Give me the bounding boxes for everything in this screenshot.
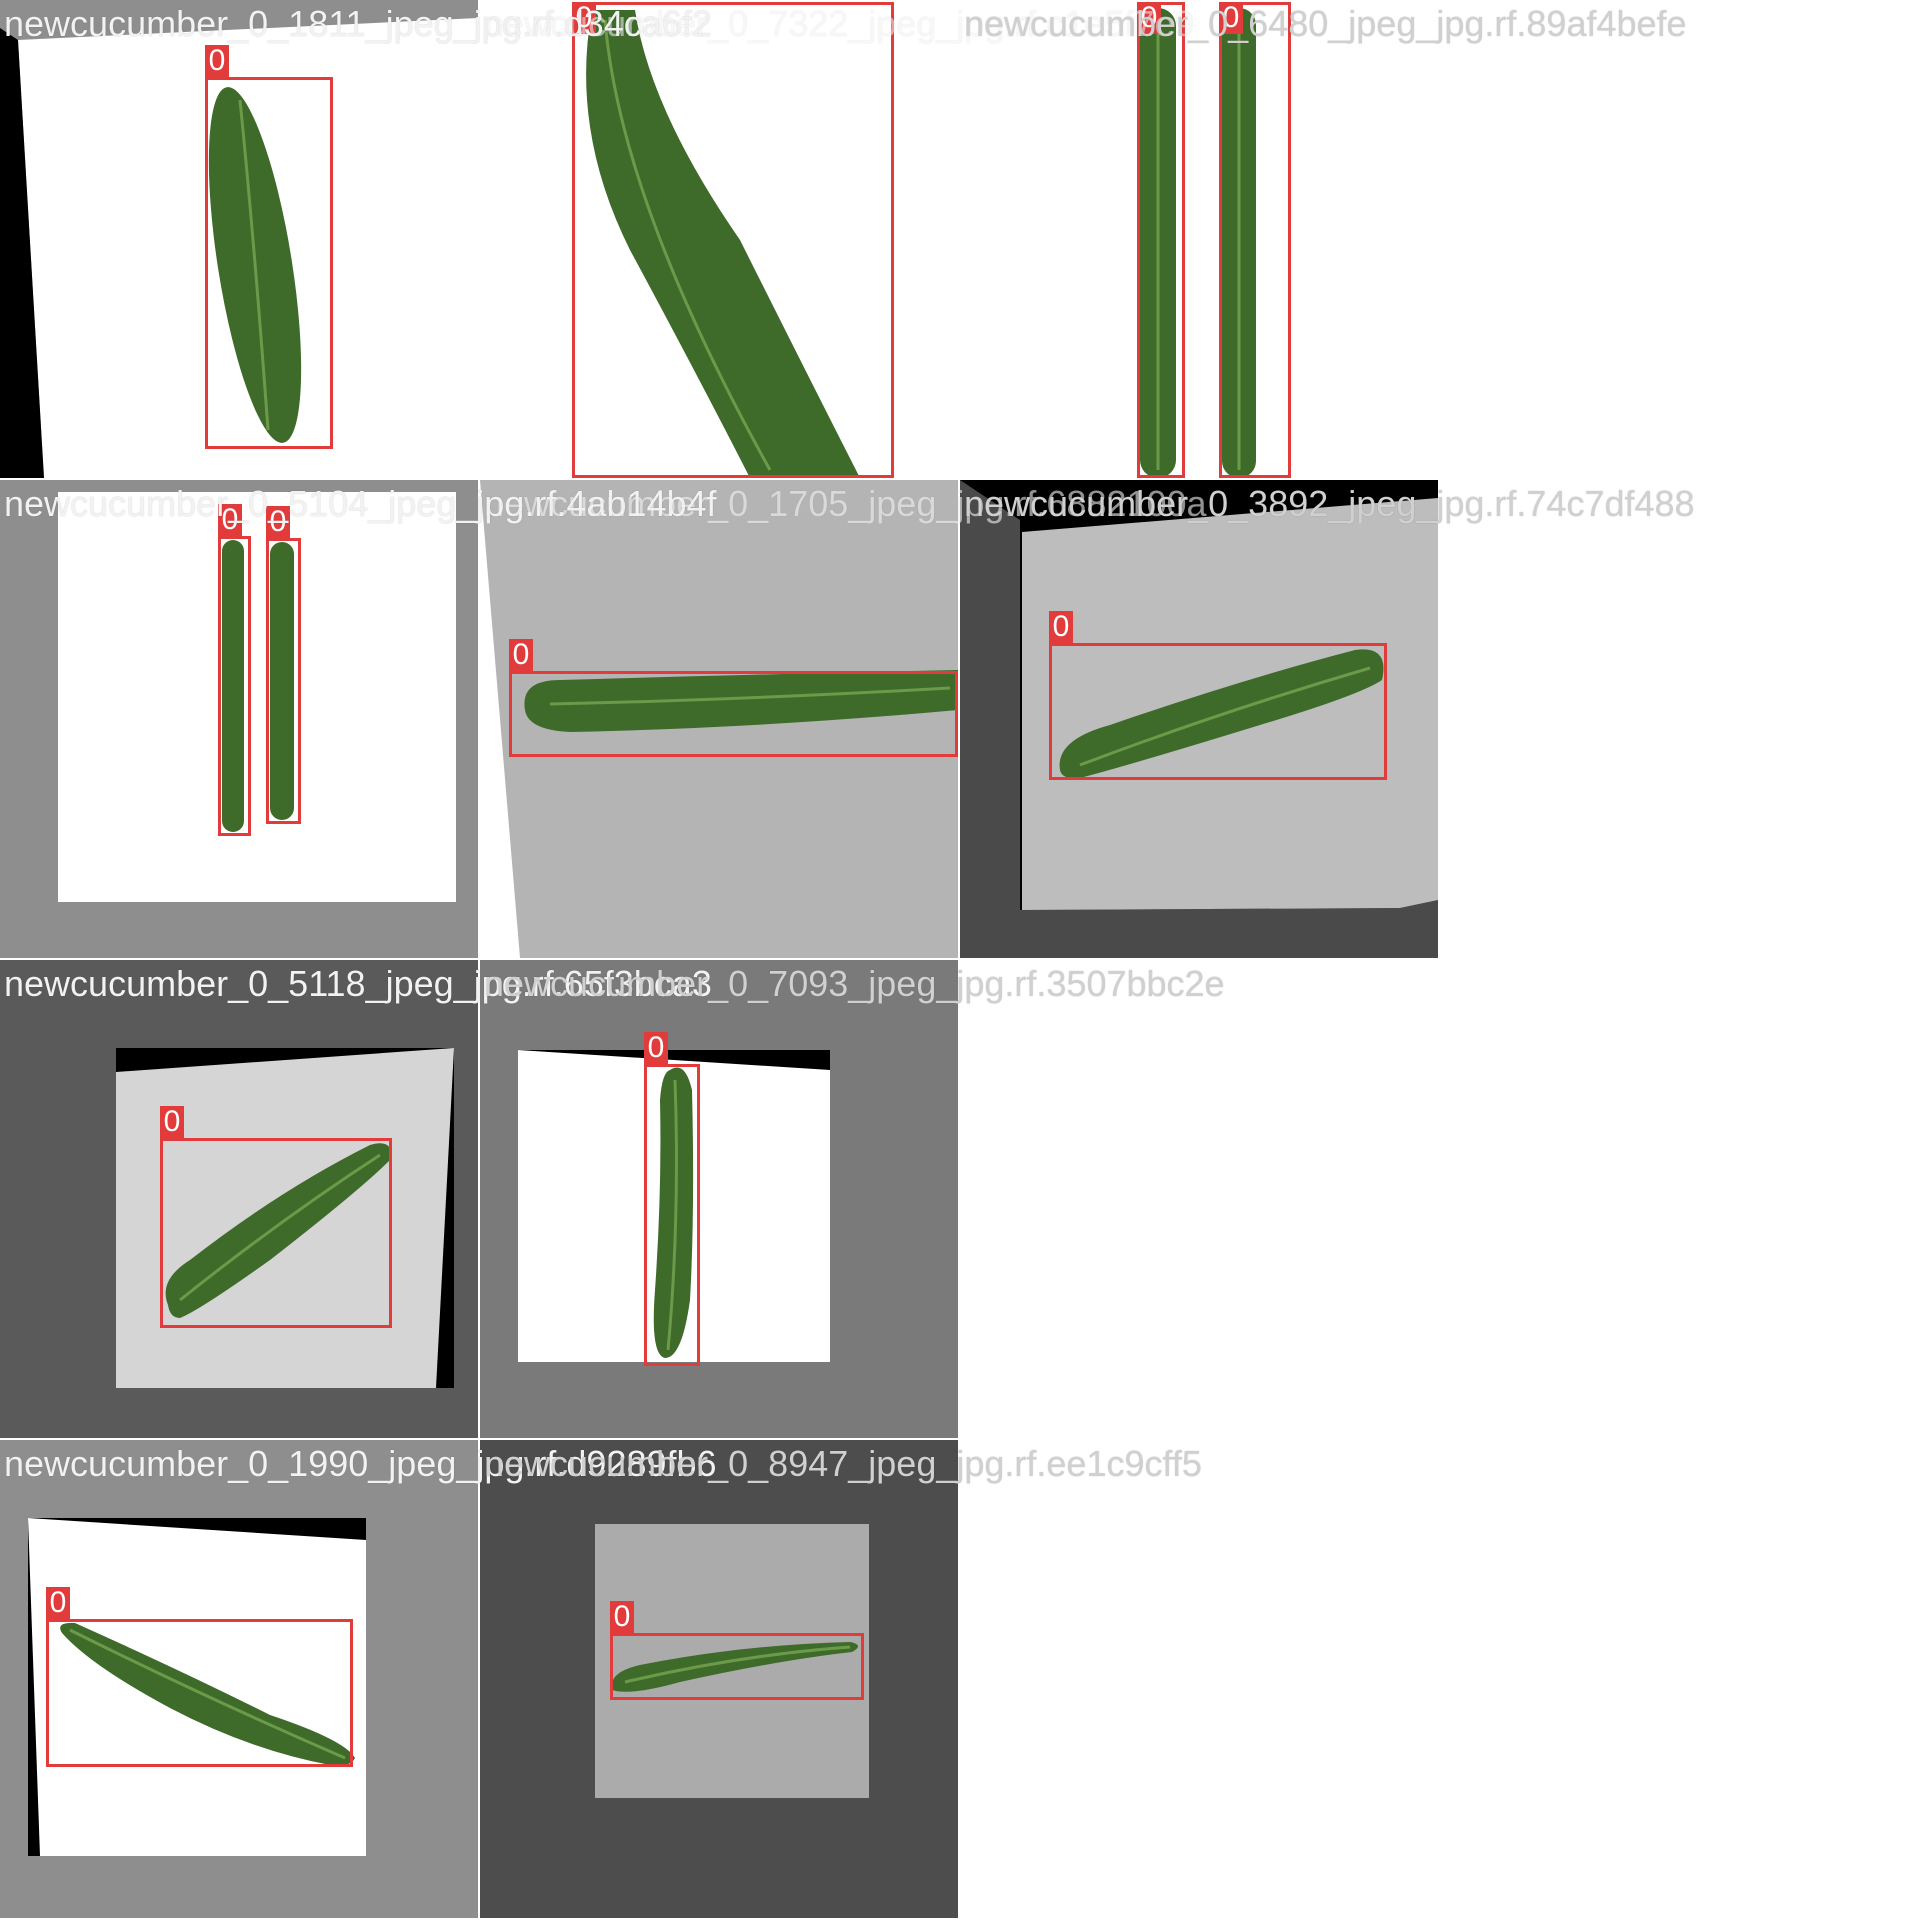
bbox-cucumber	[1049, 643, 1387, 780]
tile-2-caption: newcucumber_0_7322_jpeg_jpg.rf.c1e5f7e9	[484, 3, 1195, 44]
mosaic-tile-5: 0	[480, 480, 958, 958]
bbox-cucumber-1	[1137, 2, 1185, 478]
bbox-cucumber-1	[218, 536, 251, 836]
tile-1-caption: newcucumber_0_1811_jpeg_jpg.rf.d34ca6f2	[4, 3, 712, 44]
mosaic-tile-4: 0 0	[0, 480, 478, 958]
tile-3-caption: newcucumber_0_6480_jpeg_jpg.rf.89af4befe	[964, 3, 1687, 44]
tile-8-image	[518, 1050, 830, 1362]
bbox-class-label: 0	[572, 2, 596, 34]
tile-4-caption: newcucumber_0_5104_jpeg_jpg.rf.4ab14b4f	[4, 483, 717, 524]
bbox-class-label-2: 0	[266, 506, 290, 538]
tile-10-image	[595, 1524, 869, 1798]
bbox-class-label: 0	[610, 1601, 634, 1633]
bbox-class-label: 0	[1049, 611, 1073, 643]
mosaic-tile-2: 0	[480, 0, 958, 478]
bbox-class-label-1: 0	[1137, 2, 1161, 34]
bbox-cucumber	[160, 1138, 392, 1328]
tile-2-image	[586, 10, 860, 478]
tile-9-image	[28, 1518, 366, 1856]
tile-3-image	[1140, 8, 1256, 478]
bbox-cucumber-2	[266, 538, 301, 824]
bbox-class-label-2: 0	[1219, 2, 1243, 34]
bbox-class-label: 0	[46, 1587, 70, 1619]
bbox-class-label: 0	[205, 45, 229, 77]
tile-6-caption: newcucumber_0_3892_jpeg_jpg.rf.74c7df488	[964, 483, 1695, 524]
bbox-cucumber	[46, 1619, 353, 1767]
tile-6-image	[960, 480, 1438, 910]
bbox-cucumber	[572, 2, 894, 478]
tile-8-caption: newcucumber_0_7093_jpeg_jpg.rf.3507bbc2e	[484, 963, 1225, 1004]
bbox-class-label: 0	[509, 639, 533, 671]
mosaic-tile-7: 0	[0, 960, 478, 1438]
bbox-cucumber	[610, 1633, 864, 1700]
tile-9-caption: newcucumber_0_1990_jpeg_jpg.rf.d9289fb6	[4, 1443, 717, 1484]
tile-1-image	[0, 18, 478, 478]
tile-5-caption: newcucumber_0_1705_jpeg_jpg.rf.6882100a	[484, 483, 1207, 524]
tile-4-image	[58, 492, 456, 902]
bbox-class-label-1: 0	[218, 504, 242, 536]
bbox-cucumber-2	[1219, 2, 1291, 478]
mosaic-tile-1: 0	[0, 0, 478, 478]
bbox-class-label: 0	[644, 1032, 668, 1064]
bbox-cucumber	[644, 1064, 700, 1366]
tile-5-image	[480, 480, 958, 958]
tile-7-caption: newcucumber_0_5118_jpeg_jpg.rf.65f3bca3	[4, 963, 712, 1004]
tile-7-image	[116, 1048, 454, 1388]
bbox-class-label: 0	[160, 1106, 184, 1138]
mosaic-tile-10: 0	[480, 1440, 958, 1918]
tile-10-caption: newcucumber_0_8947_jpeg_jpg.rf.ee1c9cff5	[484, 1443, 1202, 1484]
bbox-cucumber	[509, 671, 958, 757]
bbox-cucumber	[205, 77, 333, 449]
mosaic-tile-9: 0	[0, 1440, 478, 1918]
mosaic-tile-3: 0 0	[960, 0, 1438, 478]
mosaic-tile-6: 0	[960, 480, 1438, 958]
mosaic-tile-8: 0	[480, 960, 958, 1438]
